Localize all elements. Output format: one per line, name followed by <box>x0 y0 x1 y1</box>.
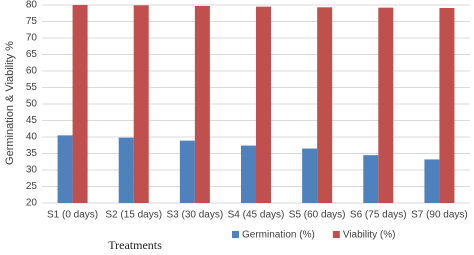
bar <box>378 7 394 204</box>
legend-swatch <box>332 231 340 238</box>
x-tick-label: S5 (60 days) <box>289 210 346 221</box>
y-tick-label: 80 <box>26 0 38 11</box>
bar <box>72 5 88 203</box>
bar <box>317 7 333 204</box>
bar <box>439 7 455 203</box>
x-tick-label: S3 (30 days) <box>167 210 224 221</box>
legend-label: Germination (%) <box>242 230 315 241</box>
x-tick-label: S4 (45 days) <box>228 210 285 221</box>
legend-label: Viability (%) <box>343 230 396 241</box>
bar <box>302 148 318 203</box>
y-tick-label: 35 <box>26 148 38 159</box>
y-tick-label: 30 <box>26 165 38 176</box>
y-tick-label: 25 <box>26 181 38 192</box>
legend-swatch <box>232 231 239 238</box>
y-tick-label: 65 <box>26 49 38 60</box>
x-tick-label: S2 (15 days) <box>105 210 162 221</box>
y-tick-label: 20 <box>26 198 38 209</box>
x-axis-title: Treatments <box>108 238 162 252</box>
bar <box>179 140 195 203</box>
y-tick-label: 75 <box>26 16 38 27</box>
bar <box>133 5 149 203</box>
y-tick-label: 50 <box>26 99 38 110</box>
bar <box>194 5 210 203</box>
x-tick-label: S6 (75 days) <box>350 210 407 221</box>
bar <box>424 159 440 203</box>
x-tick-label: S1 (0 days) <box>47 210 98 221</box>
bar <box>363 155 379 203</box>
y-tick-label: 45 <box>26 115 38 126</box>
y-tick-label: 40 <box>26 132 38 143</box>
bar <box>57 135 73 203</box>
y-axis-title: Germination & Viability % <box>4 41 16 165</box>
bar <box>256 6 271 204</box>
bar <box>118 137 134 203</box>
y-tick-label: 55 <box>26 82 38 93</box>
y-tick-label: 60 <box>26 66 38 77</box>
x-tick-label: S7 (90 days) <box>411 210 468 221</box>
y-tick-label: 70 <box>26 33 38 44</box>
bar <box>241 145 256 203</box>
